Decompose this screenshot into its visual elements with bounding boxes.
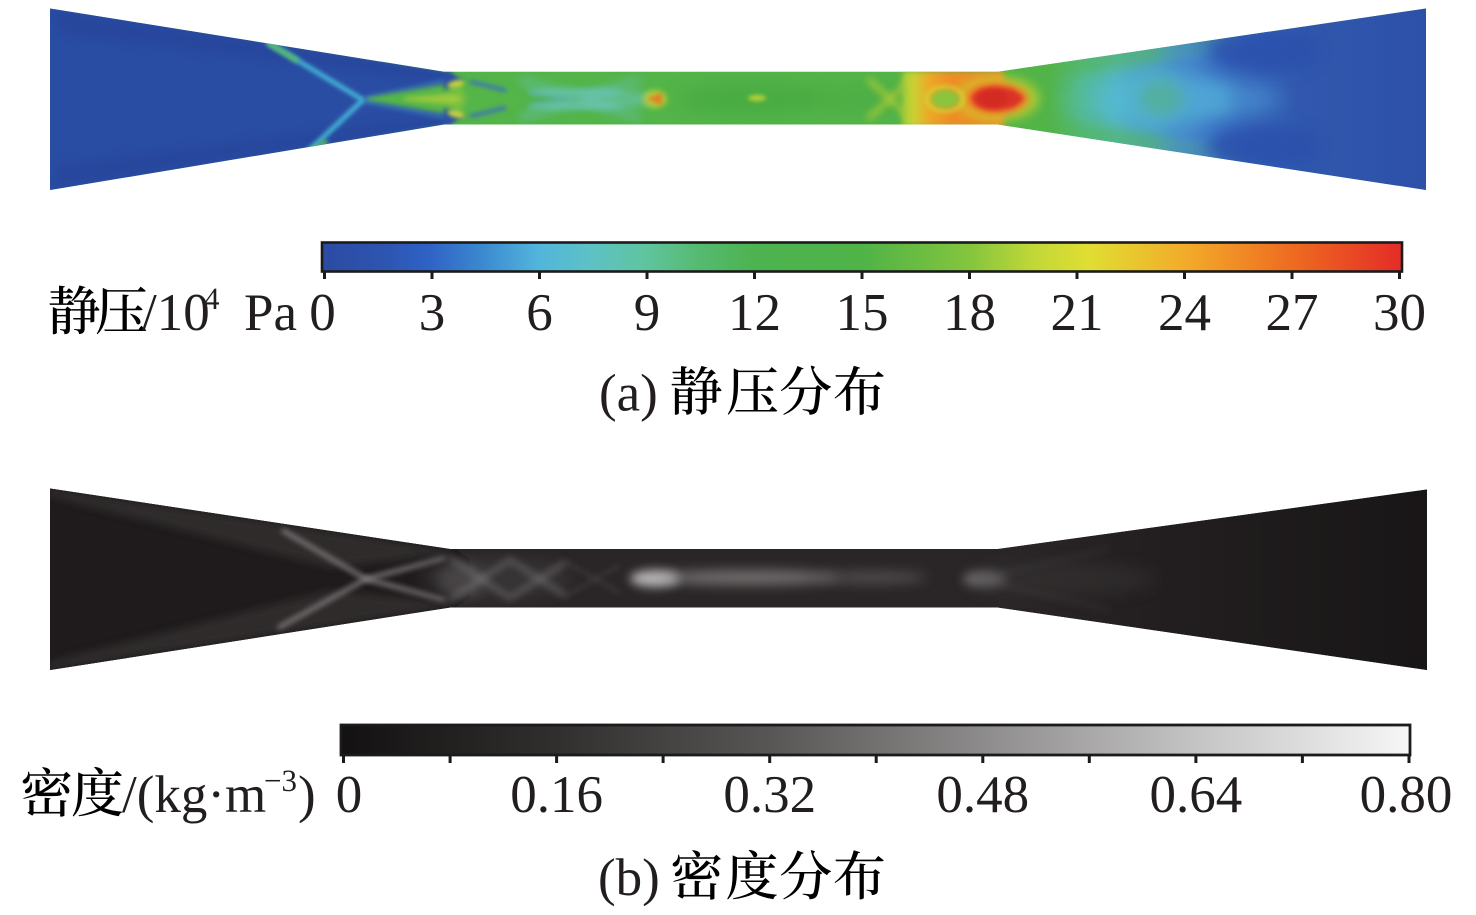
svg-text:6: 6 <box>526 284 553 342</box>
svg-text:0.80: 0.80 <box>1360 766 1453 824</box>
svg-text:0.48: 0.48 <box>936 766 1029 824</box>
svg-text:(a): (a) <box>599 365 658 423</box>
svg-text:21: 21 <box>1051 284 1104 342</box>
svg-text:3: 3 <box>419 284 446 342</box>
svg-text:Pa: Pa <box>244 284 297 342</box>
svg-text:27: 27 <box>1266 284 1319 342</box>
svg-text:0: 0 <box>336 766 363 824</box>
svg-text:18: 18 <box>943 284 996 342</box>
svg-text:/10: /10 <box>142 284 210 342</box>
svg-text:24: 24 <box>1158 284 1211 342</box>
svg-text:0.64: 0.64 <box>1150 766 1243 824</box>
svg-text:0: 0 <box>309 284 336 342</box>
svg-text:): ) <box>298 766 316 824</box>
svg-text:0.32: 0.32 <box>723 766 816 824</box>
svg-text:15: 15 <box>836 284 889 342</box>
svg-text:/(kg·m: /(kg·m <box>122 766 266 824</box>
svg-text:0.16: 0.16 <box>510 766 603 824</box>
svg-text:9: 9 <box>634 284 661 342</box>
svg-text:30: 30 <box>1373 284 1426 342</box>
svg-text:(b): (b) <box>598 849 660 907</box>
svg-text:12: 12 <box>728 284 781 342</box>
